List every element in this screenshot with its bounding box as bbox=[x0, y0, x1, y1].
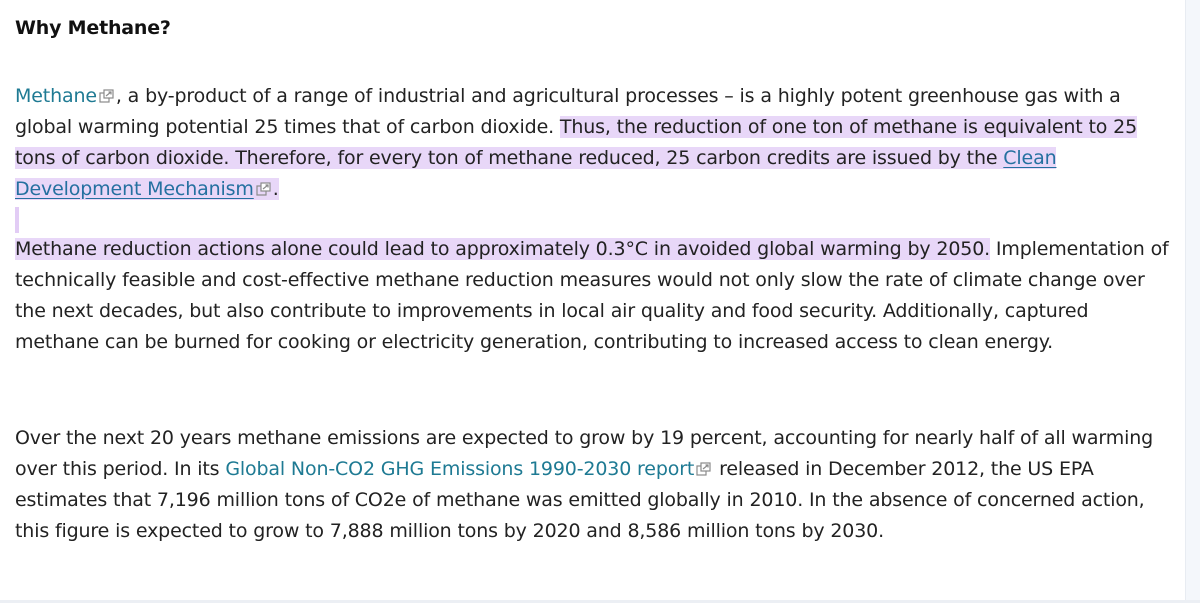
section-heading: Why Methane? bbox=[15, 17, 171, 39]
period: . bbox=[272, 178, 279, 200]
emissions-text-a: Over the next 20 years methane emissions… bbox=[15, 427, 1154, 480]
right-sidebar bbox=[1185, 0, 1200, 603]
paragraph-reduction: Methane reduction actions alone could le… bbox=[15, 234, 1175, 358]
external-link-icon[interactable] bbox=[256, 182, 272, 196]
highlighted-text: Methane reduction actions alone could le… bbox=[15, 238, 991, 260]
paragraph-emissions: Over the next 20 years methane emissions… bbox=[15, 423, 1175, 547]
paragraph-intro: Methane, a by-product of a range of indu… bbox=[15, 81, 1175, 205]
empty-line-highlight bbox=[15, 207, 19, 233]
external-link-icon[interactable] bbox=[696, 462, 712, 476]
intro-text: , a by-product of a range of industrial … bbox=[15, 85, 1121, 138]
methane-link[interactable]: Methane bbox=[15, 85, 97, 107]
highlight-text-1: Thus, the reduction of one ton of methan… bbox=[15, 116, 1138, 169]
ghg-report-link[interactable]: Global Non-CO2 GHG Emissions 1990-2030 r… bbox=[225, 458, 695, 480]
clean-development-mechanism-link[interactable]: Clean Development Mechanism bbox=[15, 147, 1057, 200]
reduction-text: Implementation of technically feasible a… bbox=[15, 238, 1169, 353]
bottom-divider bbox=[0, 600, 1200, 603]
emissions-text-b: released in December 2012, the US EPA es… bbox=[15, 458, 1145, 542]
external-link-icon[interactable] bbox=[99, 89, 115, 103]
